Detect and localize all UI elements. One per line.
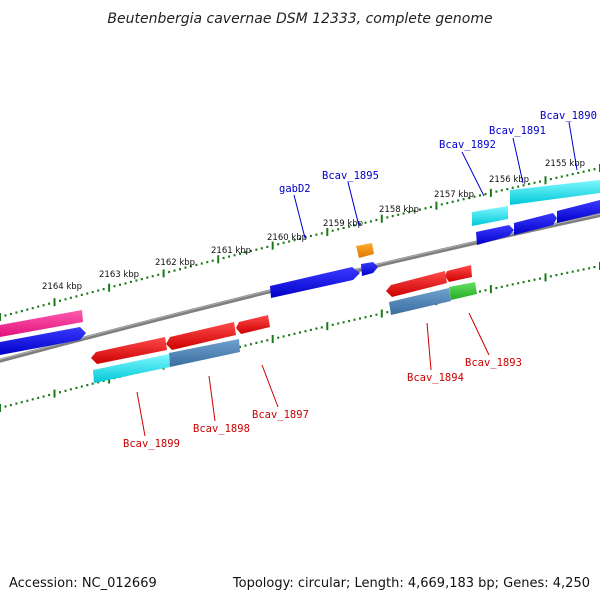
gene-label-bcav-1895[interactable]: Bcav_1895	[322, 170, 379, 182]
map-title: Beutenbergia cavernae DSM 12333, complet…	[107, 11, 492, 27]
gene-bcav-1897-red[interactable]	[236, 315, 270, 334]
forward-gene-labels: Bcav_1890 Bcav_1891 Bcav_1892 Bcav_1895 …	[279, 110, 597, 195]
kbp-label: 2156 kbp	[489, 175, 529, 185]
gene-bcav-1893-red[interactable]	[445, 265, 472, 282]
gene-label-bcav-1894[interactable]: Bcav_1894	[407, 372, 464, 384]
gene-bcav-1891-cyan[interactable]	[472, 206, 508, 226]
accession-text: Accession: NC_012669	[9, 576, 157, 591]
gene-bcav-1898-steel[interactable]	[169, 339, 240, 367]
gene-bcav-1894-red[interactable]	[386, 271, 447, 297]
gene-bcav-1899-cyan[interactable]	[93, 354, 170, 383]
gene-gabd2-blue[interactable]	[270, 267, 360, 298]
gene-label-gabd2[interactable]: gabD2	[279, 183, 311, 195]
kbp-label: 2162 kbp	[155, 258, 195, 268]
gene-label-bcav-1892[interactable]: Bcav_1892	[439, 139, 496, 151]
gene-label-bcav-1891[interactable]: Bcav_1891	[489, 125, 546, 137]
gene-left-pink[interactable]	[0, 310, 83, 337]
gene-bcav-1893-green[interactable]	[449, 282, 477, 300]
gene-bcav-1898-red[interactable]	[166, 322, 236, 350]
gene-label-bcav-1890[interactable]: Bcav_1890	[540, 110, 597, 122]
gene-bcav-1895-blue[interactable]	[361, 262, 378, 276]
kbp-label: 2163 kbp	[99, 270, 139, 280]
gene-bcav-1890-cyan[interactable]	[510, 180, 600, 205]
forward-strand-genes	[0, 180, 600, 355]
kbp-label: 2164 kbp	[42, 282, 82, 292]
summary-text: Topology: circular; Length: 4,669,183 bp…	[232, 576, 590, 591]
gene-label-bcav-1897[interactable]: Bcav_1897	[252, 409, 309, 421]
gene-bcav-1894-steel[interactable]	[389, 288, 451, 315]
reverse-strand-genes	[91, 265, 477, 383]
kbp-label: 2159 kbp	[323, 219, 363, 229]
gene-bcav-1891-blue[interactable]	[514, 213, 557, 235]
gene-bcav-1899-red[interactable]	[91, 337, 167, 364]
label-leader-lines	[136, 121, 578, 437]
kbp-label: 2157 kbp	[434, 190, 474, 200]
gene-left-blue[interactable]	[0, 327, 86, 355]
gene-bcav-1892-blue[interactable]	[476, 225, 514, 245]
gene-bcav-1890-blue[interactable]	[557, 200, 600, 223]
gene-bcav-1895-orange[interactable]	[356, 243, 374, 258]
kbp-label: 2160 kbp	[267, 233, 307, 243]
kbp-scale: 2155 kbp 2156 kbp 2157 kbp 2158 kbp 2159…	[42, 159, 585, 292]
gene-label-bcav-1893[interactable]: Bcav_1893	[465, 357, 522, 369]
gene-label-bcav-1898[interactable]: Bcav_1898	[193, 423, 250, 435]
kbp-tick-row-outer	[0, 164, 600, 321]
kbp-label: 2161 kbp	[211, 246, 251, 256]
reverse-gene-labels: Bcav_1893 Bcav_1894 Bcav_1897 Bcav_1898 …	[123, 357, 522, 450]
gene-label-bcav-1899[interactable]: Bcav_1899	[123, 438, 180, 450]
kbp-label: 2155 kbp	[545, 159, 585, 169]
kbp-label: 2158 kbp	[379, 205, 419, 215]
